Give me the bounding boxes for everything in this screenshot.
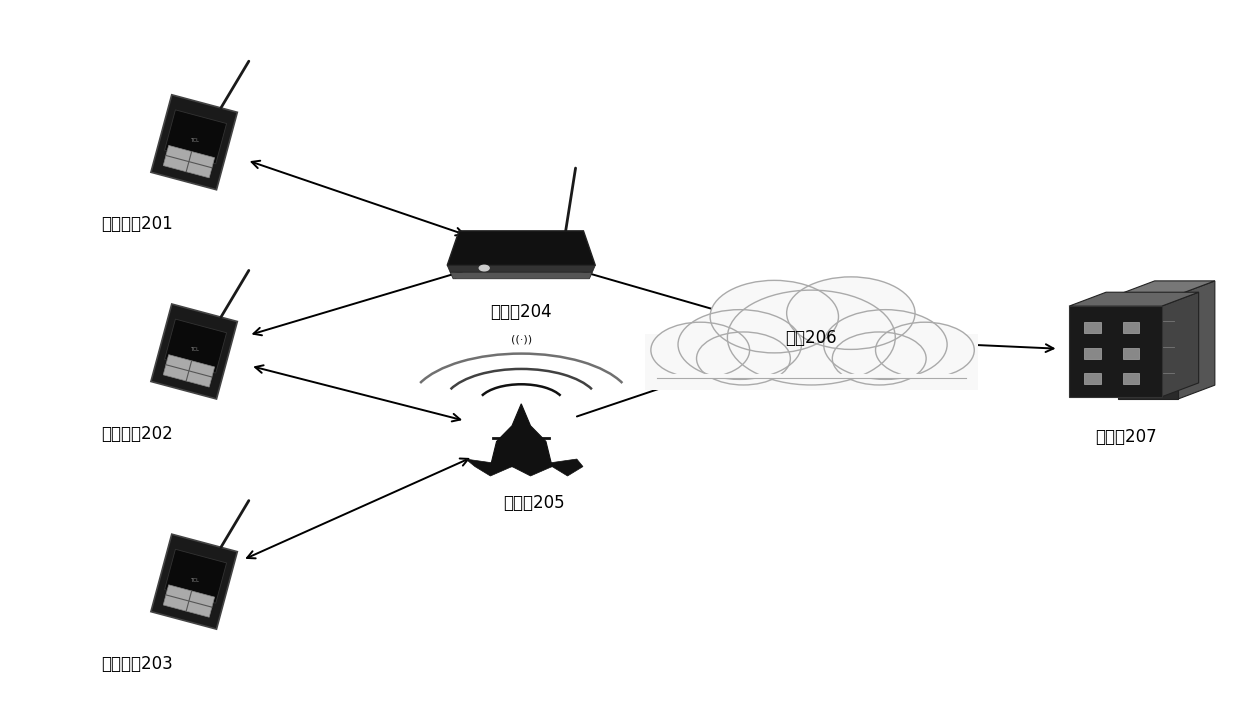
- FancyBboxPatch shape: [1084, 323, 1101, 333]
- Text: 移动设备203: 移动设备203: [102, 655, 174, 673]
- Text: 接入点205: 接入点205: [502, 494, 564, 512]
- Polygon shape: [151, 534, 237, 629]
- Polygon shape: [1117, 281, 1215, 295]
- Circle shape: [697, 332, 790, 385]
- Text: TCL: TCL: [190, 347, 198, 352]
- Circle shape: [728, 290, 895, 385]
- Circle shape: [832, 332, 926, 385]
- Circle shape: [823, 309, 947, 380]
- Polygon shape: [164, 146, 215, 178]
- Text: 服务器207: 服务器207: [1095, 428, 1157, 446]
- Circle shape: [711, 280, 838, 353]
- Circle shape: [480, 265, 489, 271]
- Polygon shape: [1162, 292, 1199, 396]
- Polygon shape: [165, 319, 227, 373]
- FancyBboxPatch shape: [645, 334, 978, 390]
- FancyBboxPatch shape: [1084, 348, 1101, 359]
- Polygon shape: [448, 265, 595, 272]
- Circle shape: [651, 322, 750, 378]
- Polygon shape: [1069, 292, 1199, 307]
- Circle shape: [786, 277, 915, 349]
- Text: 移动设备202: 移动设备202: [102, 425, 174, 443]
- Text: 移动设备201: 移动设备201: [102, 216, 174, 233]
- Circle shape: [678, 309, 801, 380]
- Polygon shape: [466, 459, 583, 476]
- Text: ((·)): ((·)): [511, 335, 532, 344]
- FancyBboxPatch shape: [1122, 348, 1140, 359]
- Polygon shape: [151, 95, 237, 190]
- Polygon shape: [450, 272, 593, 279]
- Polygon shape: [1178, 281, 1215, 399]
- FancyBboxPatch shape: [1122, 323, 1140, 333]
- Polygon shape: [1117, 295, 1178, 399]
- Polygon shape: [151, 304, 237, 399]
- Polygon shape: [164, 585, 215, 617]
- FancyBboxPatch shape: [1084, 373, 1101, 384]
- Polygon shape: [165, 110, 227, 164]
- Polygon shape: [448, 231, 595, 265]
- Polygon shape: [165, 549, 227, 603]
- Text: 网路206: 网路206: [785, 328, 837, 347]
- FancyBboxPatch shape: [1122, 373, 1140, 384]
- Text: TCL: TCL: [190, 138, 198, 143]
- Circle shape: [875, 322, 975, 378]
- Polygon shape: [490, 404, 552, 467]
- Polygon shape: [1069, 307, 1162, 396]
- Text: 接入点204: 接入点204: [491, 303, 552, 321]
- Text: TCL: TCL: [190, 578, 198, 583]
- Polygon shape: [164, 355, 215, 387]
